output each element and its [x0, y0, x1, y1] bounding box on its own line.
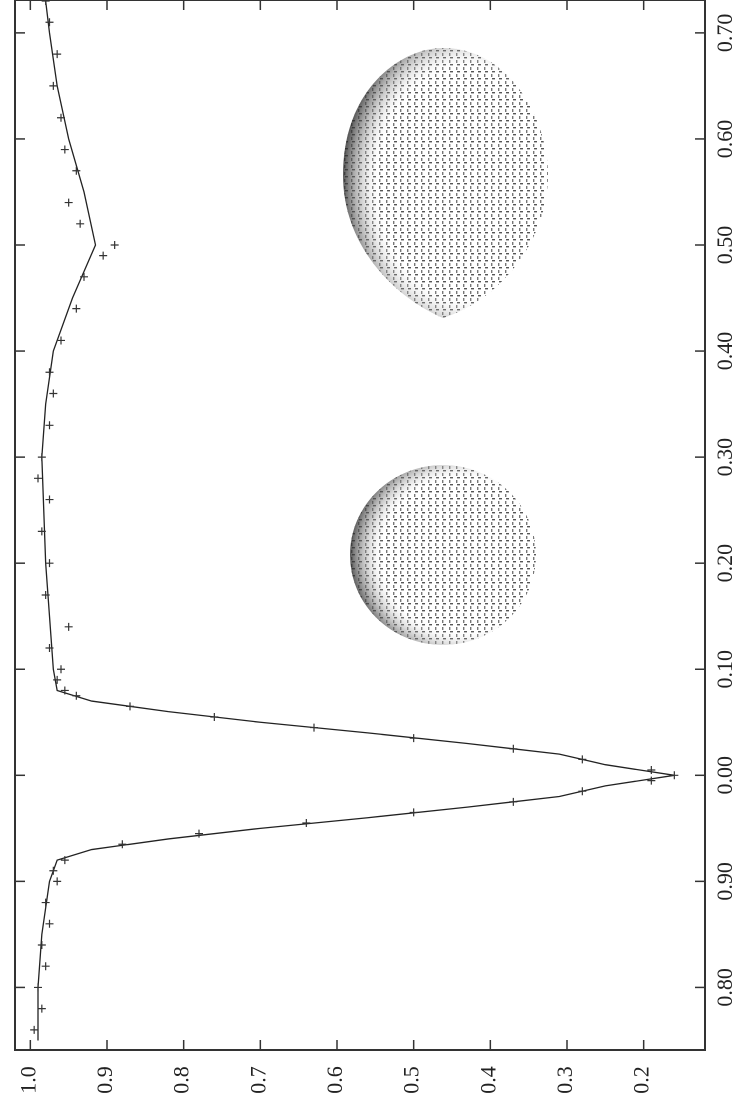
observation-point [57, 336, 65, 345]
phase-tick-label: 0.80 [712, 968, 737, 1007]
flux-tick-label: 0.9 [92, 1066, 117, 1094]
observation-point [57, 113, 65, 122]
observation-point [53, 877, 62, 886]
observation-point [72, 304, 81, 313]
observation-point [49, 81, 58, 90]
star-model-2 [343, 48, 548, 318]
observation-point [60, 145, 69, 154]
flux-tick-label: 0.4 [475, 1066, 500, 1094]
observation-point [310, 723, 318, 732]
flux-tick-label: 0.6 [322, 1066, 347, 1094]
phase-tick-label: 0.50 [712, 226, 737, 265]
observation-point [45, 421, 54, 430]
phase-tick-label: 0.10 [712, 650, 737, 689]
observation-point [34, 474, 42, 483]
observation-point [76, 219, 85, 228]
star-model-1 [350, 465, 536, 645]
phase-tick-label: 0.20 [712, 544, 737, 583]
flux-tick-label: 0.5 [399, 1066, 424, 1094]
observation-point [34, 983, 42, 992]
plot-frame [14, 0, 706, 1051]
observation-point [72, 166, 81, 175]
observation-point [647, 766, 656, 774]
observation-point [409, 808, 418, 817]
observation-point [578, 755, 587, 764]
observation-point [670, 771, 679, 780]
phase-tick-label: 0.90 [712, 862, 737, 901]
observation-point [99, 251, 108, 260]
phase-tick-label: 0.70 [712, 14, 737, 53]
flux-tick-label: 0.7 [245, 1066, 270, 1094]
flux-tick-label: 0.8 [169, 1066, 194, 1094]
observation-point [45, 368, 54, 377]
observation-point [41, 898, 50, 907]
observation-point [509, 744, 518, 753]
phase-tick-label: 0.00 [712, 756, 737, 795]
phase-tick-label: 0.30 [712, 438, 737, 477]
observation-point [53, 675, 62, 684]
observation-point [210, 712, 219, 721]
observation-point [118, 840, 127, 849]
observation-point [647, 776, 656, 785]
observation-point [49, 389, 58, 398]
observation-point [45, 18, 54, 27]
observation-point [37, 527, 46, 536]
observation-point [41, 591, 50, 599]
observation-point [509, 797, 518, 806]
observation-point [64, 622, 73, 631]
observation-point [37, 941, 46, 949]
observation-point [409, 734, 418, 743]
observation-point [45, 919, 54, 928]
observation-point [37, 1004, 46, 1013]
observation-point [72, 691, 81, 700]
flux-tick-label: 0.2 [629, 1066, 654, 1094]
observation-point [41, 0, 50, 6]
observation-point [57, 665, 65, 674]
observation-point [45, 644, 54, 653]
observation-point [195, 829, 203, 838]
observation-point [60, 686, 69, 695]
observation-point [578, 787, 587, 796]
observation-point [45, 559, 54, 568]
observation-point [80, 272, 88, 281]
phase-tick-label: 0.40 [712, 332, 737, 371]
observation-point [64, 198, 73, 207]
observation-point [49, 866, 58, 875]
observation-point [302, 819, 311, 828]
phase-tick-label: 0.60 [712, 120, 737, 159]
observation-point [30, 1025, 39, 1034]
observation-point [53, 50, 62, 59]
observation-point [41, 962, 50, 971]
flux-tick-label: 1.0 [15, 1066, 40, 1094]
observation-point [126, 702, 134, 711]
observation-point [60, 856, 69, 865]
observation-point [110, 241, 119, 249]
observation-point [37, 453, 46, 462]
flux-tick-label: 0.3 [552, 1066, 577, 1094]
observation-point [45, 495, 54, 504]
